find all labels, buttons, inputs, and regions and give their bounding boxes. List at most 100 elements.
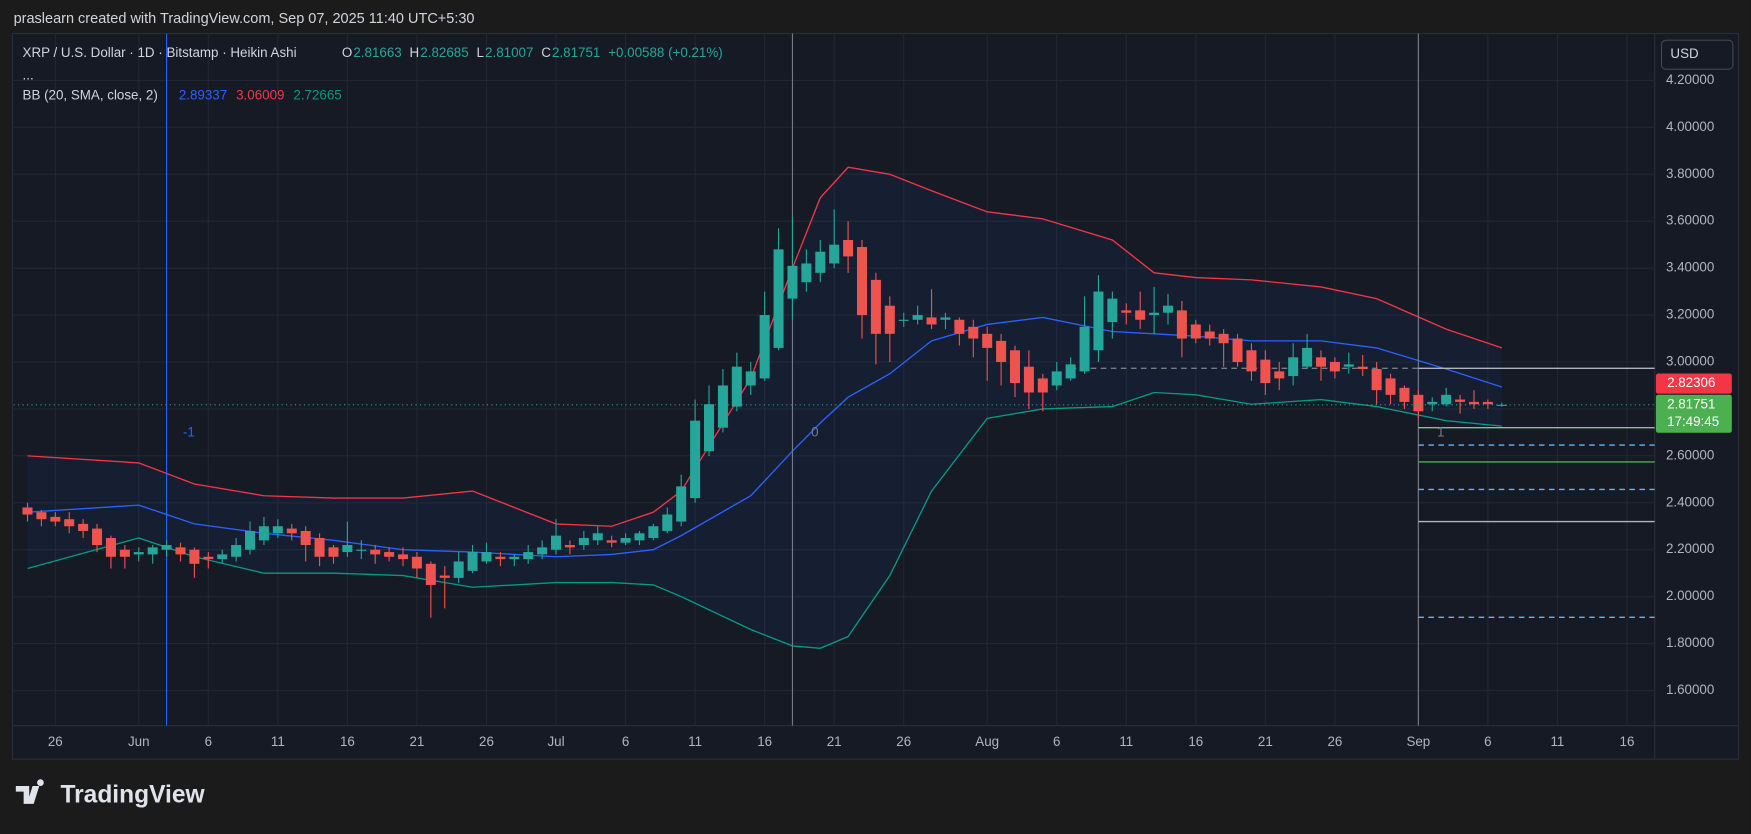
candle-body xyxy=(926,317,937,325)
credit: praslearn created with TradingView.com, … xyxy=(14,11,475,27)
candle-body xyxy=(342,545,353,553)
x-tick-label: 26 xyxy=(479,734,494,749)
candle-body xyxy=(982,333,993,348)
y-tick-label: 3.60000 xyxy=(1666,213,1714,228)
candle-body xyxy=(634,533,645,541)
x-tick-label: 16 xyxy=(757,734,772,749)
candle-body xyxy=(1079,326,1090,372)
candle-body xyxy=(801,263,812,283)
ohlc-label: O xyxy=(342,45,352,60)
candle-body xyxy=(1009,350,1021,384)
candle-body xyxy=(523,552,534,560)
candle-body xyxy=(676,486,687,522)
candle-body xyxy=(537,547,548,555)
candle-body xyxy=(1427,401,1438,405)
last-price-label: 2.81751 xyxy=(1667,396,1715,411)
candle-body xyxy=(1288,357,1299,377)
currency-button[interactable] xyxy=(1660,39,1734,70)
y-tick-label: 3.80000 xyxy=(1666,166,1714,181)
candle-body xyxy=(759,315,770,379)
x-tick-label: 6 xyxy=(1053,734,1060,749)
candle-body xyxy=(64,519,75,527)
candle-body xyxy=(314,537,325,557)
y-tick-label: 3.00000 xyxy=(1666,354,1714,369)
candle-body xyxy=(1218,333,1229,344)
ohlc-label: L xyxy=(476,45,483,60)
candle-body xyxy=(1246,350,1257,372)
candle-body xyxy=(411,556,422,569)
currency[interactable]: USD xyxy=(1670,46,1699,61)
x-tick-label: 6 xyxy=(1484,734,1491,749)
candle-body xyxy=(1482,401,1493,405)
candle-body xyxy=(286,528,297,534)
candle-body xyxy=(92,528,103,546)
symbol: XRP / U.S. Dollar · 1D · Bitstamp · Heik… xyxy=(23,45,297,60)
bb-value: 2.72665 xyxy=(293,88,341,103)
candle-body xyxy=(398,554,409,560)
candle-body xyxy=(425,563,436,585)
marker-label: -1 xyxy=(183,425,195,440)
candle-body xyxy=(1413,394,1424,412)
candle-body xyxy=(272,526,283,534)
candle-body xyxy=(829,244,840,264)
candle-body xyxy=(1260,359,1271,384)
candle-body xyxy=(1371,369,1382,391)
y-tick-label: 4.00000 xyxy=(1666,119,1714,134)
marker-label: 1 xyxy=(1437,425,1444,440)
candle-body xyxy=(231,545,242,557)
candle-body xyxy=(662,514,673,531)
candle-body xyxy=(36,512,47,520)
candle-body xyxy=(1455,399,1466,402)
candle-body xyxy=(843,239,854,257)
bb-value: 3.06009 xyxy=(236,88,284,103)
candle-body xyxy=(898,319,909,321)
bb-label: BB (20, SMA, close, 2) xyxy=(23,88,158,103)
candle-body xyxy=(564,545,575,548)
candle-body xyxy=(1037,378,1048,393)
candle-body xyxy=(940,317,951,320)
candle-body xyxy=(217,554,228,560)
x-tick-label: Sep xyxy=(1406,734,1430,749)
candle-body xyxy=(328,547,339,557)
candle-body xyxy=(370,549,381,555)
bb-value: 2.89337 xyxy=(179,88,227,103)
candle-body xyxy=(1107,298,1118,323)
x-tick-label: 26 xyxy=(48,734,63,749)
candle-body xyxy=(78,523,89,531)
x-tick-label: Jun xyxy=(128,734,150,749)
candle-body xyxy=(731,366,742,407)
candle-body xyxy=(1149,312,1160,316)
candle-body xyxy=(453,561,464,578)
x-tick-label: 11 xyxy=(688,734,702,749)
x-tick-label: 16 xyxy=(340,734,355,749)
candle-body xyxy=(1343,364,1354,367)
x-tick-label: 11 xyxy=(1119,734,1133,749)
ohlc-label: C xyxy=(541,45,551,60)
brand-logo xyxy=(15,779,44,804)
candle-body xyxy=(467,552,478,571)
candle-body xyxy=(189,549,200,564)
x-tick-label: 26 xyxy=(896,734,911,749)
candle-body xyxy=(1162,305,1174,313)
candle-body xyxy=(787,265,798,299)
x-tick-label: 21 xyxy=(1258,734,1273,749)
candle-body xyxy=(996,340,1007,362)
last-price-box xyxy=(1655,394,1732,433)
candle-body xyxy=(356,549,367,551)
candle-body xyxy=(968,326,979,339)
candle-body xyxy=(1204,331,1215,339)
candle-body xyxy=(592,533,603,541)
candle-body xyxy=(495,556,506,560)
x-tick-label: Jul xyxy=(547,734,564,749)
candle-body xyxy=(578,537,589,546)
y-tick-label: 2.60000 xyxy=(1666,447,1714,462)
candle-body xyxy=(1302,347,1313,367)
y-tick-label: 2.00000 xyxy=(1666,588,1714,603)
candle-body xyxy=(857,247,868,316)
x-tick-label: 16 xyxy=(1620,734,1635,749)
candle-body xyxy=(133,552,144,555)
candle-body xyxy=(773,249,784,348)
candle-body xyxy=(870,279,881,334)
candle-body xyxy=(300,530,311,546)
candle-body xyxy=(258,526,269,541)
